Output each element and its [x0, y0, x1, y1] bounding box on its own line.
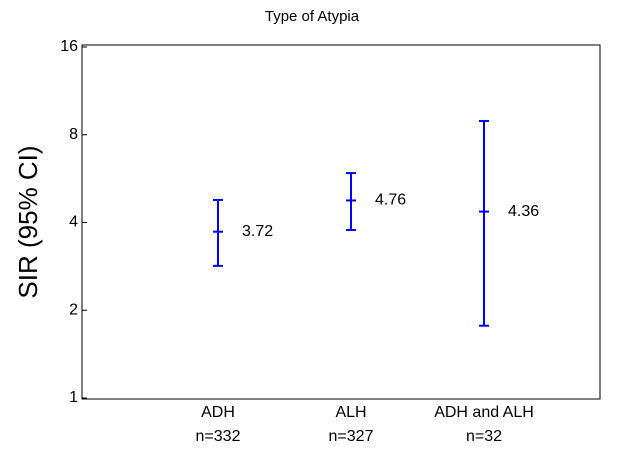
value-label: 4.76: [375, 192, 406, 209]
value-label: 4.36: [508, 203, 539, 220]
sample-size-label: n=327: [329, 428, 374, 445]
sample-size-label: n=32: [466, 428, 502, 445]
y-tick-label: 2: [69, 301, 78, 318]
y-tick-label: 8: [69, 126, 78, 143]
y-tick-label: 4: [69, 214, 78, 231]
y-axis-label: SIR (95% CI): [13, 145, 43, 298]
y-tick-label: 1: [69, 389, 78, 406]
x-tick-label: ADH and ALH: [434, 404, 534, 421]
sample-size-label: n=332: [196, 428, 241, 445]
chart-title: Type of Atypia: [265, 8, 360, 25]
value-label: 3.72: [242, 223, 273, 240]
y-tick-label: 16: [60, 38, 78, 55]
x-tick-label: ALH: [335, 404, 366, 421]
x-tick-label: ADH: [201, 404, 235, 421]
